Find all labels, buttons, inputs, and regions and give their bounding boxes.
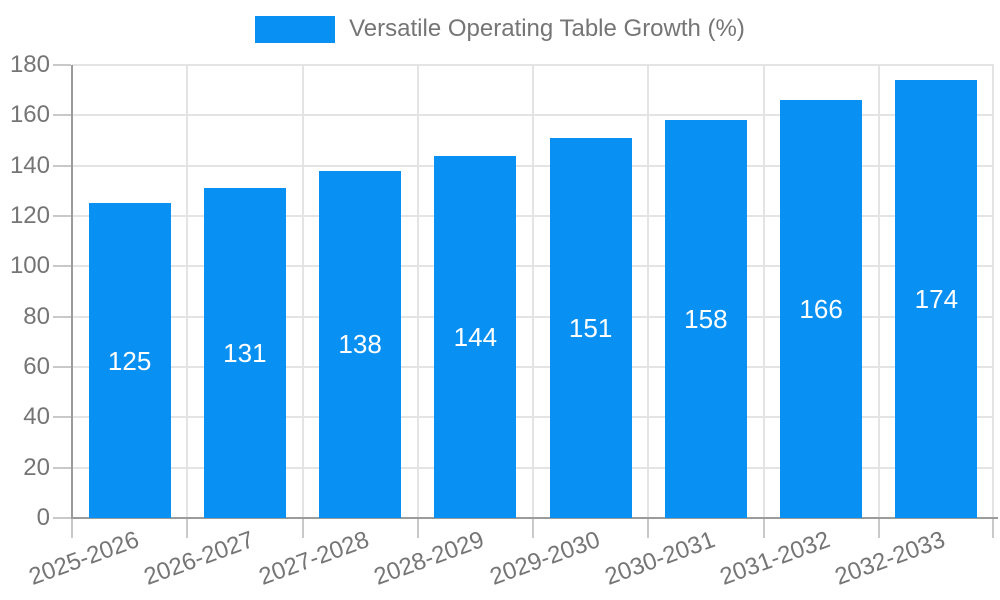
gridline-vertical bbox=[762, 65, 765, 518]
x-tick-mark bbox=[647, 518, 650, 538]
x-axis-tick-label: 2030-2031 bbox=[601, 526, 719, 591]
y-axis-tick-label: 40 bbox=[23, 403, 50, 431]
y-tick-mark bbox=[53, 64, 71, 66]
x-axis-line bbox=[71, 517, 998, 519]
bar-value-label: 138 bbox=[338, 329, 382, 360]
gridline-vertical bbox=[186, 65, 189, 518]
gridline-vertical bbox=[647, 65, 650, 518]
gridline-vertical bbox=[416, 65, 419, 518]
x-axis-tick-label: 2026-2027 bbox=[140, 526, 258, 591]
y-tick-mark bbox=[53, 265, 71, 268]
y-axis-tick-label: 120 bbox=[9, 202, 50, 229]
bar bbox=[549, 137, 632, 518]
y-axis-tick-label: 180 bbox=[9, 51, 50, 78]
bar bbox=[203, 188, 286, 518]
y-axis-tick-label: 60 bbox=[23, 353, 50, 380]
y-tick-mark bbox=[53, 416, 71, 419]
chart-legend: Versatile Operating Table Growth (%) bbox=[0, 15, 1000, 43]
bar bbox=[780, 100, 863, 518]
y-tick-mark bbox=[53, 517, 71, 519]
y-tick-mark bbox=[53, 215, 71, 217]
y-axis-tick-label: 160 bbox=[9, 101, 50, 129]
gridline-vertical bbox=[877, 65, 880, 518]
gridline-vertical bbox=[301, 65, 304, 518]
x-axis-tick-label: 2025-2026 bbox=[25, 526, 143, 591]
y-tick-mark bbox=[53, 466, 71, 469]
bar-value-label: 151 bbox=[568, 312, 613, 343]
x-tick-mark bbox=[71, 518, 73, 538]
bar-value-label: 166 bbox=[799, 294, 843, 325]
gridline-vertical bbox=[992, 65, 994, 518]
y-tick-mark bbox=[53, 164, 71, 167]
y-axis-tick-label: 80 bbox=[23, 302, 50, 330]
y-axis-line bbox=[71, 65, 73, 518]
x-tick-mark bbox=[992, 518, 994, 538]
y-axis-tick-label: 0 bbox=[36, 504, 50, 531]
bar-value-label: 158 bbox=[684, 304, 728, 335]
y-axis-tick-label: 140 bbox=[9, 151, 50, 179]
legend-label: Versatile Operating Table Growth (%) bbox=[349, 15, 745, 42]
plot-area: 0 20 40 60 80 100 120 140 160 180 125 2025-2026 131 2… bbox=[10, 53, 998, 591]
bar bbox=[434, 155, 517, 518]
x-axis-tick-label: 2029-2030 bbox=[486, 526, 604, 591]
legend-swatch bbox=[255, 15, 336, 43]
x-tick-mark bbox=[532, 518, 534, 538]
bar-value-label: 144 bbox=[453, 321, 498, 352]
y-tick-mark bbox=[53, 315, 71, 318]
bar bbox=[88, 203, 171, 518]
y-axis-tick-label: 20 bbox=[23, 453, 50, 481]
x-tick-mark bbox=[416, 518, 419, 538]
y-axis-tick-label: 100 bbox=[9, 252, 50, 280]
y-tick-mark bbox=[53, 366, 71, 368]
bar-value-label: 174 bbox=[914, 284, 959, 315]
bar bbox=[664, 120, 747, 518]
x-tick-mark bbox=[186, 518, 189, 538]
x-axis-tick-label: 2032-2033 bbox=[831, 526, 949, 591]
x-axis-tick-label: 2028-2029 bbox=[370, 526, 488, 591]
x-tick-mark bbox=[301, 518, 304, 538]
bar-value-label: 125 bbox=[107, 345, 152, 376]
y-tick-mark bbox=[53, 114, 71, 117]
x-axis-tick-label: 2031-2032 bbox=[716, 526, 834, 591]
bar bbox=[895, 80, 978, 518]
x-tick-mark bbox=[762, 518, 765, 538]
bar-value-label: 131 bbox=[223, 338, 267, 369]
x-axis-tick-label: 2027-2028 bbox=[255, 526, 373, 591]
x-tick-mark bbox=[877, 518, 880, 538]
bar bbox=[319, 170, 402, 518]
gridline-vertical bbox=[532, 65, 534, 518]
